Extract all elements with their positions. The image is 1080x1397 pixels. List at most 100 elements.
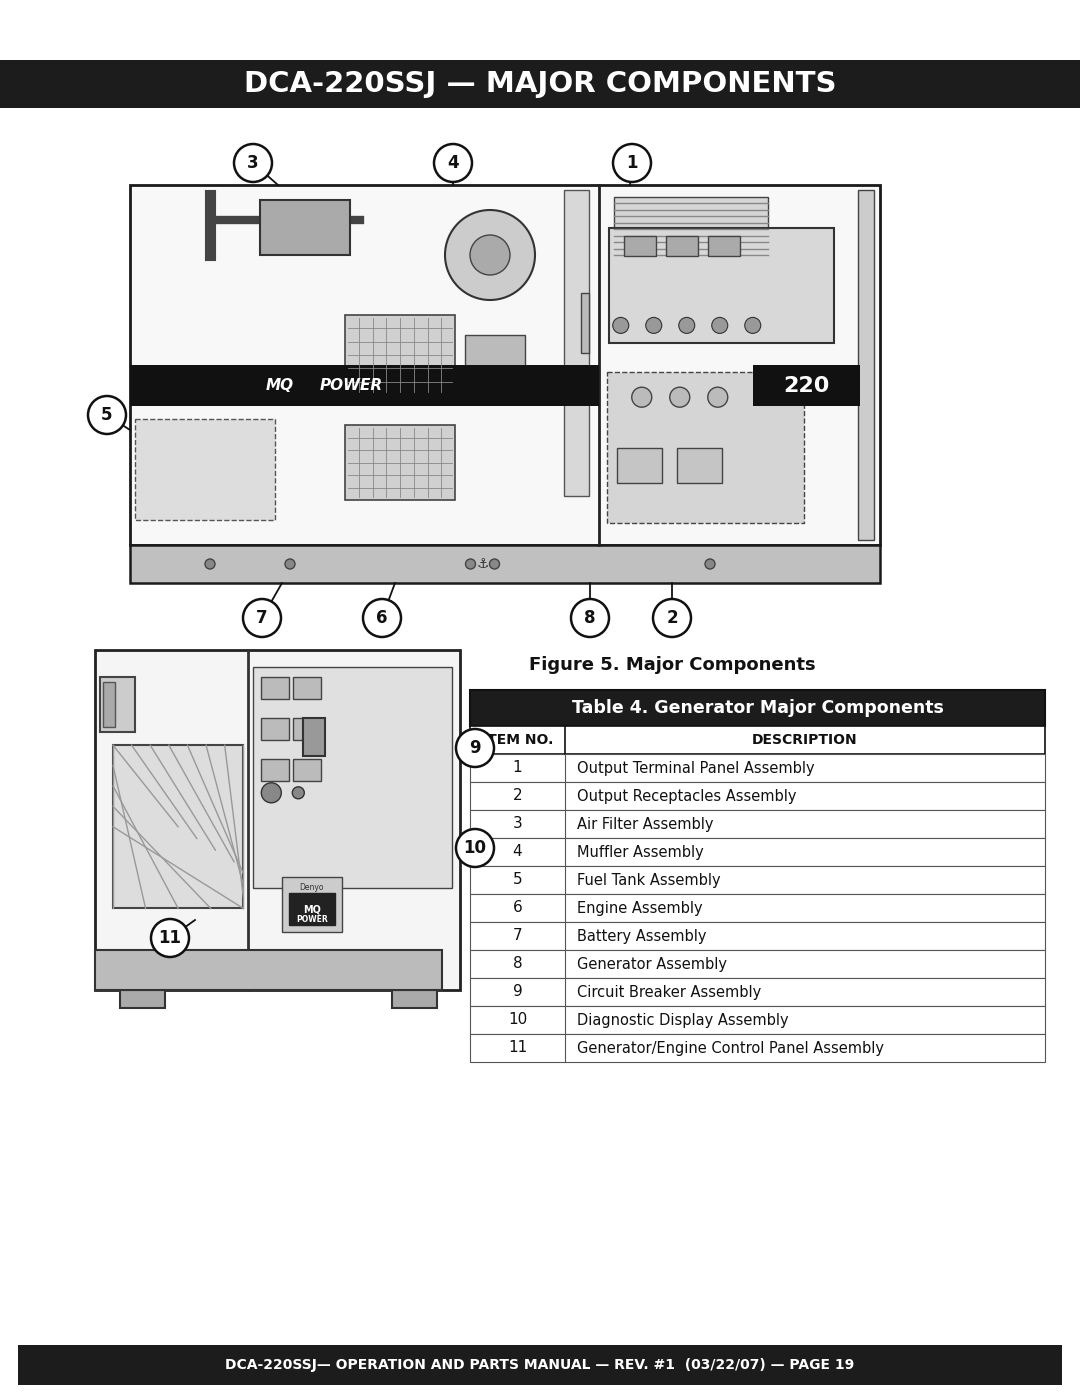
- Circle shape: [712, 317, 728, 334]
- Bar: [294, 759, 322, 781]
- Bar: [470, 978, 1045, 1006]
- Text: Circuit Breaker Assembly: Circuit Breaker Assembly: [577, 985, 761, 999]
- Text: 11: 11: [159, 929, 181, 947]
- Circle shape: [205, 559, 215, 569]
- Bar: [288, 893, 335, 925]
- Text: ⚓: ⚓: [476, 557, 489, 571]
- Circle shape: [151, 919, 189, 957]
- Circle shape: [707, 387, 728, 407]
- Bar: [282, 877, 341, 932]
- Text: Figure 5. Major Components: Figure 5. Major Components: [529, 657, 815, 673]
- Bar: [392, 990, 436, 1009]
- Text: 7: 7: [256, 609, 268, 627]
- Text: Output Terminal Panel Assembly: Output Terminal Panel Assembly: [577, 760, 814, 775]
- Bar: [100, 678, 135, 732]
- Text: 5: 5: [102, 407, 112, 425]
- Bar: [470, 838, 1045, 866]
- Bar: [581, 293, 589, 353]
- Text: 11: 11: [508, 1041, 527, 1056]
- Bar: [345, 314, 455, 395]
- Circle shape: [285, 559, 295, 569]
- Text: 220: 220: [784, 376, 831, 395]
- Text: 6: 6: [513, 901, 523, 915]
- Text: DESCRIPTION: DESCRIPTION: [752, 733, 858, 747]
- Bar: [470, 922, 1045, 950]
- Bar: [113, 745, 243, 908]
- Bar: [470, 690, 1045, 726]
- Bar: [858, 190, 874, 541]
- Text: 2: 2: [513, 788, 523, 803]
- Text: Fuel Tank Assembly: Fuel Tank Assembly: [577, 873, 720, 887]
- Bar: [260, 200, 350, 256]
- Circle shape: [261, 782, 281, 803]
- Bar: [135, 419, 275, 520]
- Circle shape: [456, 828, 494, 868]
- Bar: [609, 228, 834, 344]
- Bar: [130, 545, 880, 583]
- Text: 1: 1: [626, 154, 638, 172]
- Text: Air Filter Assembly: Air Filter Assembly: [577, 816, 714, 831]
- Bar: [754, 365, 861, 407]
- Text: MQ: MQ: [266, 379, 294, 393]
- Circle shape: [613, 144, 651, 182]
- Text: MQ: MQ: [302, 904, 321, 914]
- Text: 10: 10: [508, 1013, 527, 1028]
- Text: DCA-220SSJ— OPERATION AND PARTS MANUAL — REV. #1  (03/22/07) — PAGE 19: DCA-220SSJ— OPERATION AND PARTS MANUAL —…: [226, 1358, 854, 1372]
- Text: Muffler Assembly: Muffler Assembly: [577, 845, 704, 859]
- Circle shape: [470, 235, 510, 275]
- Bar: [465, 335, 525, 386]
- Text: 6: 6: [376, 609, 388, 627]
- Circle shape: [612, 317, 629, 334]
- Bar: [261, 678, 289, 700]
- Text: POWER: POWER: [320, 379, 383, 393]
- Circle shape: [363, 599, 401, 637]
- Circle shape: [632, 387, 651, 407]
- Text: Battery Assembly: Battery Assembly: [577, 929, 706, 943]
- Bar: [345, 425, 455, 500]
- Bar: [613, 197, 769, 261]
- Bar: [95, 950, 442, 990]
- Circle shape: [456, 729, 494, 767]
- Bar: [677, 448, 721, 483]
- Text: 7: 7: [513, 929, 523, 943]
- Bar: [120, 990, 165, 1009]
- Text: Table 4. Generator Major Components: Table 4. Generator Major Components: [571, 698, 944, 717]
- Text: Output Receptacles Assembly: Output Receptacles Assembly: [577, 788, 797, 803]
- Text: 4: 4: [447, 154, 459, 172]
- Bar: [303, 718, 325, 756]
- Circle shape: [434, 144, 472, 182]
- Text: Generator Assembly: Generator Assembly: [577, 957, 727, 971]
- Text: 1: 1: [513, 760, 523, 775]
- Circle shape: [571, 599, 609, 637]
- Bar: [470, 782, 1045, 810]
- Text: Engine Assembly: Engine Assembly: [577, 901, 703, 915]
- Circle shape: [678, 317, 694, 334]
- Bar: [0, 60, 1080, 108]
- Text: 8: 8: [584, 609, 596, 627]
- Circle shape: [705, 559, 715, 569]
- Circle shape: [293, 787, 305, 799]
- Circle shape: [646, 317, 662, 334]
- Text: Denyo: Denyo: [299, 883, 324, 891]
- Text: 8: 8: [513, 957, 523, 971]
- Bar: [624, 236, 656, 256]
- Bar: [103, 682, 114, 728]
- Circle shape: [670, 387, 690, 407]
- Bar: [254, 666, 453, 888]
- Text: 10: 10: [463, 840, 486, 856]
- Bar: [130, 184, 880, 545]
- Circle shape: [243, 599, 281, 637]
- Bar: [564, 190, 589, 496]
- Text: 3: 3: [247, 154, 259, 172]
- Circle shape: [234, 144, 272, 182]
- Circle shape: [445, 210, 535, 300]
- Text: DCA-220SSJ — MAJOR COMPONENTS: DCA-220SSJ — MAJOR COMPONENTS: [244, 70, 836, 98]
- Bar: [470, 866, 1045, 894]
- Bar: [470, 810, 1045, 838]
- Bar: [470, 1006, 1045, 1034]
- Text: POWER: POWER: [296, 915, 327, 923]
- Bar: [665, 236, 698, 256]
- Bar: [707, 236, 740, 256]
- Text: Generator/Engine Control Panel Assembly: Generator/Engine Control Panel Assembly: [577, 1041, 885, 1056]
- Bar: [294, 718, 322, 740]
